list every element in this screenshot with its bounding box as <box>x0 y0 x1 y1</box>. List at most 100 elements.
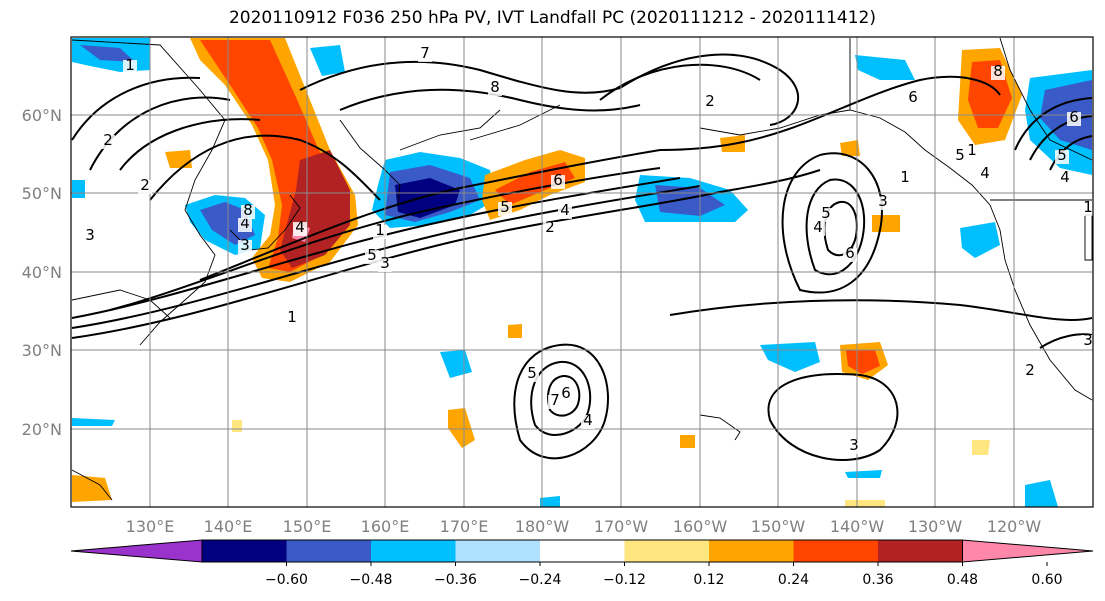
contour-label: 6 <box>561 384 571 402</box>
colorbar-tick-label: 0.60 <box>1031 572 1062 588</box>
contour-label: 5 <box>367 246 377 264</box>
colorbar-tick-label: 0.12 <box>693 572 724 588</box>
colorbar-tick-label: −0.12 <box>603 572 646 588</box>
contour-label: 1 <box>287 308 297 326</box>
contour-label: 4 <box>295 218 305 236</box>
contour-label: 3 <box>380 254 390 272</box>
contour-label-bg <box>847 440 861 454</box>
contour-label: 4 <box>240 214 250 232</box>
colorbar-band <box>709 540 794 562</box>
contour-label: 2 <box>705 92 715 110</box>
latitude-labels: 60°N 50°N 40°N 30°N 20°N <box>22 106 62 439</box>
lat-label: 30°N <box>22 341 62 360</box>
contour-label: 4 <box>560 201 570 219</box>
colorbar-tick-label: −0.48 <box>350 572 393 588</box>
contour-label-bg <box>843 248 857 262</box>
contour-label-bg <box>1067 112 1081 126</box>
lon-label: 170°E <box>440 517 489 536</box>
contour-label: 7 <box>550 391 560 409</box>
contour-label-bg <box>293 222 307 236</box>
colorbar-under-arrow <box>70 539 203 563</box>
contour-label: 6 <box>1069 108 1079 126</box>
contour-label-bg <box>551 175 565 189</box>
contour-label: 5 <box>955 146 965 164</box>
lon-label: 140°W <box>830 517 885 536</box>
contour-label-bg <box>978 168 992 182</box>
contour-label: 2 <box>545 218 555 236</box>
contour-label-bg <box>525 368 539 382</box>
contour-label-bg <box>703 96 717 110</box>
contour-label: 6 <box>845 244 855 262</box>
contour-label: 3 <box>85 226 95 244</box>
colorbar-band <box>455 540 540 562</box>
colorbar-band <box>878 540 963 562</box>
contour-label: 3 <box>878 192 888 210</box>
contour-label: 6 <box>908 88 918 106</box>
contour-label: 4 <box>1060 168 1070 186</box>
contour-label: 4 <box>813 218 823 236</box>
contour-label: 4 <box>980 164 990 182</box>
contour-label-bg <box>559 388 573 402</box>
contour-label: 5 <box>1057 146 1067 164</box>
lat-label: 40°N <box>22 263 62 282</box>
contour-label-bg <box>238 240 252 254</box>
colorbar-tick-label: 0.36 <box>862 572 893 588</box>
contour-label-bg <box>83 230 97 244</box>
contour-label-bg <box>811 222 825 236</box>
lon-label: 120°W <box>987 517 1042 536</box>
colorbar-frame <box>201 539 963 563</box>
colorbar-tick-label: 0.24 <box>778 572 809 588</box>
colorbar-tick-labels: −0.60 −0.48 −0.36 −0.24 −0.12 0.12 0.24 0.36 0.4… <box>265 562 1063 588</box>
colorbar-tick-label: −0.60 <box>265 572 308 588</box>
colorbar-band <box>624 540 709 562</box>
contour-label: 8 <box>490 78 500 96</box>
lon-label: 170°W <box>594 517 649 536</box>
contour-label-bg <box>373 225 387 239</box>
gridlines <box>71 37 1093 507</box>
colorbar-tick-label: −0.24 <box>519 572 562 588</box>
map-frame <box>70 36 1094 508</box>
colorbar-band <box>202 540 287 562</box>
lon-label: 180°W <box>515 517 570 536</box>
contour-label-bg <box>238 218 252 232</box>
contour-label-bg <box>1081 335 1095 349</box>
contour-label-bg <box>378 258 392 272</box>
contour-label-bg <box>965 145 979 159</box>
contour-label-bg <box>581 415 595 429</box>
contour-label-bg <box>1023 365 1037 379</box>
colorbar-over-arrow <box>962 539 1094 563</box>
contour-label-bg <box>138 180 152 194</box>
contour-label: 1 <box>900 168 910 186</box>
contour-label: 8 <box>993 62 1003 80</box>
contour-label: 5 <box>821 204 831 222</box>
contour-label: 3 <box>1083 331 1093 349</box>
contour-label-bg <box>991 66 1005 80</box>
longitude-labels: 130°E 140°E 150°E 160°E 170°E 180°W 170°W 160°W… <box>126 517 1042 536</box>
contour-label: 3 <box>240 236 250 254</box>
colorbar-band <box>371 540 456 562</box>
colorbar-band <box>793 540 878 562</box>
lon-label: 130°E <box>126 517 175 536</box>
contour-label-bg <box>101 135 115 149</box>
colorbar-band <box>540 540 625 562</box>
contour-label-bg <box>819 208 833 222</box>
contour-label-bg <box>365 250 379 264</box>
contour-label: 8 <box>243 201 253 219</box>
lat-label: 20°N <box>22 420 62 439</box>
contour-label: 5 <box>500 198 510 216</box>
contour-lines <box>71 53 1093 461</box>
lat-label: 60°N <box>22 106 62 125</box>
contour-label-bg <box>488 82 502 96</box>
lon-label: 130°W <box>908 517 963 536</box>
contour-label: 1 <box>125 56 135 74</box>
contour-label-bg <box>418 48 432 62</box>
contour-label-bg <box>548 395 562 409</box>
contour-label: 1 <box>375 221 385 239</box>
colorbar-tick-label: 0.48 <box>947 572 978 588</box>
contour-label-bg <box>123 60 137 74</box>
contour-label-bg <box>898 172 912 186</box>
contour-label: 2 <box>140 176 150 194</box>
colorbar-band <box>286 540 371 562</box>
contour-label: 2 <box>1025 361 1035 379</box>
